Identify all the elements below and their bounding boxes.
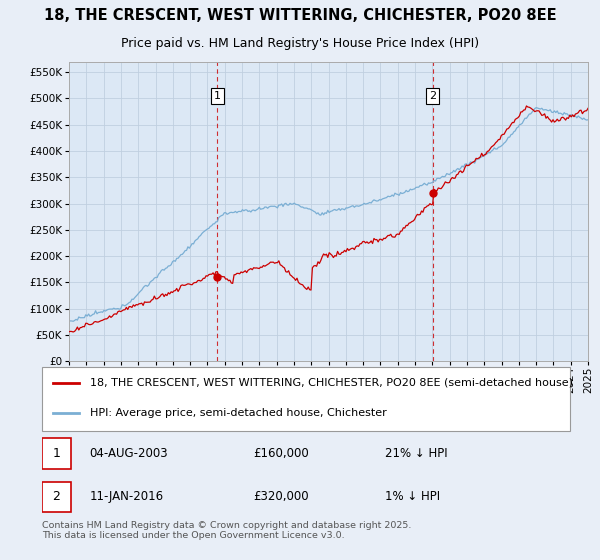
Text: 2: 2: [429, 91, 436, 101]
Text: 1% ↓ HPI: 1% ↓ HPI: [385, 491, 440, 503]
Text: Price paid vs. HM Land Registry's House Price Index (HPI): Price paid vs. HM Land Registry's House …: [121, 37, 479, 50]
Text: £320,000: £320,000: [253, 491, 309, 503]
FancyBboxPatch shape: [42, 482, 71, 512]
Text: 21% ↓ HPI: 21% ↓ HPI: [385, 447, 448, 460]
Text: 11-JAN-2016: 11-JAN-2016: [89, 491, 164, 503]
Text: 1: 1: [52, 447, 60, 460]
Text: 2: 2: [52, 491, 60, 503]
Text: HPI: Average price, semi-detached house, Chichester: HPI: Average price, semi-detached house,…: [89, 408, 386, 418]
Text: 18, THE CRESCENT, WEST WITTERING, CHICHESTER, PO20 8EE: 18, THE CRESCENT, WEST WITTERING, CHICHE…: [44, 8, 556, 23]
Text: £160,000: £160,000: [253, 447, 309, 460]
Text: 04-AUG-2003: 04-AUG-2003: [89, 447, 168, 460]
Text: 18, THE CRESCENT, WEST WITTERING, CHICHESTER, PO20 8EE (semi-detached house): 18, THE CRESCENT, WEST WITTERING, CHICHE…: [89, 378, 572, 388]
FancyBboxPatch shape: [42, 367, 570, 431]
Text: 1: 1: [214, 91, 221, 101]
FancyBboxPatch shape: [42, 438, 71, 469]
Text: Contains HM Land Registry data © Crown copyright and database right 2025.
This d: Contains HM Land Registry data © Crown c…: [42, 521, 412, 540]
